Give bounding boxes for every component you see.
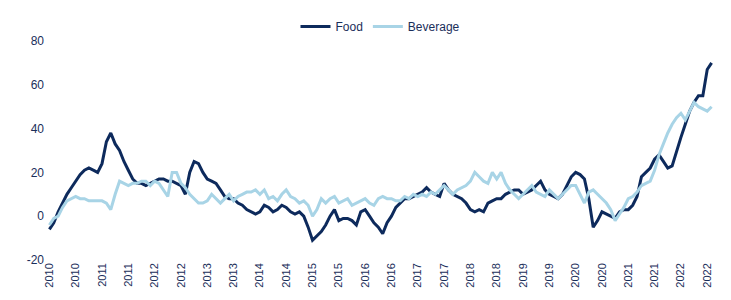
svg-text:2018: 2018 xyxy=(464,263,476,287)
svg-text:2022: 2022 xyxy=(674,263,686,287)
svg-text:2016: 2016 xyxy=(385,263,397,287)
svg-text:2021: 2021 xyxy=(622,263,634,287)
svg-text:2010: 2010 xyxy=(43,263,55,287)
svg-text:2022: 2022 xyxy=(701,263,713,287)
svg-text:2011: 2011 xyxy=(96,263,108,287)
svg-text:Beverage: Beverage xyxy=(408,20,460,34)
svg-text:2014: 2014 xyxy=(280,263,292,287)
svg-text:40: 40 xyxy=(31,122,45,136)
svg-text:2015: 2015 xyxy=(332,263,344,287)
svg-text:2010: 2010 xyxy=(69,263,81,287)
svg-text:2011: 2011 xyxy=(122,263,134,287)
svg-text:2017: 2017 xyxy=(411,263,423,287)
svg-text:2013: 2013 xyxy=(227,263,239,287)
svg-text:2021: 2021 xyxy=(648,263,660,287)
svg-text:2015: 2015 xyxy=(306,263,318,287)
svg-text:-20: -20 xyxy=(27,253,45,267)
svg-text:2019: 2019 xyxy=(517,263,529,287)
svg-text:2012: 2012 xyxy=(175,263,187,287)
svg-text:2016: 2016 xyxy=(359,263,371,287)
svg-text:2020: 2020 xyxy=(569,263,581,287)
svg-text:2018: 2018 xyxy=(490,263,502,287)
svg-text:20: 20 xyxy=(31,166,45,180)
svg-text:60: 60 xyxy=(31,78,45,92)
svg-text:0: 0 xyxy=(37,209,44,223)
svg-text:2020: 2020 xyxy=(596,263,608,287)
svg-text:2013: 2013 xyxy=(201,263,213,287)
svg-text:2019: 2019 xyxy=(543,263,555,287)
svg-text:80: 80 xyxy=(31,34,45,48)
svg-text:2017: 2017 xyxy=(438,263,450,287)
svg-text:2014: 2014 xyxy=(253,263,265,287)
svg-text:2012: 2012 xyxy=(148,263,160,287)
svg-text:Food: Food xyxy=(336,20,363,34)
